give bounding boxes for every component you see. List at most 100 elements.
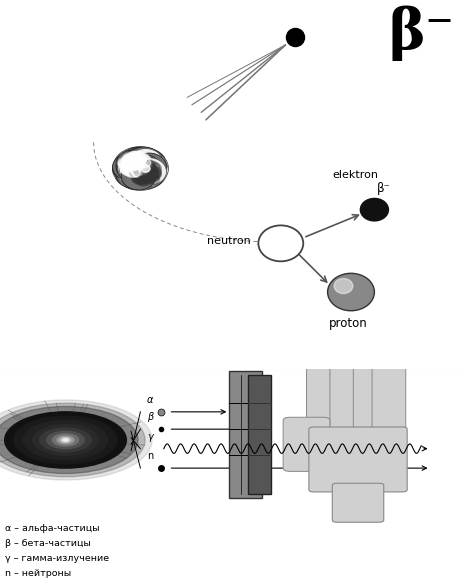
Circle shape: [139, 160, 153, 171]
Circle shape: [0, 407, 138, 473]
Circle shape: [142, 161, 152, 169]
Circle shape: [134, 163, 147, 174]
Circle shape: [116, 150, 151, 178]
Circle shape: [148, 163, 161, 174]
Circle shape: [138, 157, 151, 168]
Text: β: β: [146, 412, 153, 422]
Circle shape: [118, 150, 153, 178]
Circle shape: [148, 169, 161, 180]
Circle shape: [120, 162, 154, 190]
Circle shape: [142, 163, 152, 171]
Circle shape: [125, 149, 160, 176]
Circle shape: [124, 165, 137, 175]
Circle shape: [132, 154, 167, 183]
Circle shape: [129, 162, 142, 173]
Circle shape: [23, 421, 108, 459]
Circle shape: [138, 160, 151, 171]
Circle shape: [138, 154, 151, 165]
Circle shape: [126, 159, 161, 187]
Circle shape: [124, 153, 137, 163]
Circle shape: [52, 434, 79, 446]
Circle shape: [123, 161, 158, 188]
Circle shape: [122, 161, 135, 171]
Text: β – бета-частицы: β – бета-частицы: [5, 539, 90, 548]
Circle shape: [130, 152, 165, 179]
Circle shape: [130, 150, 165, 178]
Circle shape: [134, 157, 147, 168]
Circle shape: [142, 160, 152, 168]
Circle shape: [122, 165, 135, 175]
Circle shape: [120, 152, 154, 179]
Circle shape: [129, 156, 138, 163]
Circle shape: [123, 159, 158, 187]
Circle shape: [121, 152, 156, 179]
Circle shape: [127, 166, 136, 174]
Circle shape: [141, 174, 154, 184]
Circle shape: [136, 176, 149, 186]
Circle shape: [130, 149, 165, 176]
Circle shape: [130, 168, 139, 176]
Circle shape: [129, 152, 142, 162]
Circle shape: [123, 162, 158, 190]
Circle shape: [125, 154, 160, 183]
Circle shape: [61, 438, 70, 442]
Circle shape: [125, 156, 134, 163]
Circle shape: [130, 159, 139, 166]
Circle shape: [132, 158, 167, 185]
Circle shape: [121, 147, 156, 175]
Circle shape: [146, 161, 160, 172]
Circle shape: [139, 160, 148, 168]
Text: α: α: [146, 395, 153, 405]
Circle shape: [130, 158, 165, 185]
Circle shape: [124, 156, 137, 167]
Circle shape: [132, 174, 146, 184]
Text: n: n: [146, 452, 153, 462]
Circle shape: [141, 166, 154, 177]
Circle shape: [128, 149, 163, 176]
Circle shape: [125, 158, 160, 185]
Circle shape: [131, 154, 144, 165]
Circle shape: [125, 165, 134, 173]
Circle shape: [133, 154, 168, 183]
Circle shape: [132, 162, 145, 173]
Circle shape: [116, 149, 151, 176]
Circle shape: [121, 161, 156, 188]
Circle shape: [124, 157, 137, 168]
Circle shape: [128, 159, 163, 187]
Circle shape: [143, 169, 156, 180]
Text: elektron: elektron: [333, 170, 379, 180]
Bar: [248, 375, 271, 494]
Circle shape: [125, 167, 139, 177]
Circle shape: [125, 159, 139, 170]
Circle shape: [129, 165, 138, 173]
FancyBboxPatch shape: [353, 348, 388, 432]
Circle shape: [125, 156, 139, 167]
Circle shape: [125, 153, 160, 181]
Circle shape: [141, 161, 154, 172]
Circle shape: [130, 161, 139, 169]
Circle shape: [132, 159, 141, 166]
Circle shape: [127, 167, 140, 177]
Circle shape: [125, 162, 160, 190]
Text: γ: γ: [147, 432, 153, 442]
Circle shape: [130, 156, 165, 184]
Circle shape: [143, 164, 156, 175]
Circle shape: [139, 161, 148, 169]
Circle shape: [123, 157, 132, 164]
Circle shape: [122, 164, 135, 174]
Circle shape: [114, 159, 149, 187]
Circle shape: [141, 160, 154, 171]
Circle shape: [124, 154, 137, 165]
Circle shape: [0, 400, 152, 480]
Circle shape: [122, 154, 135, 165]
Circle shape: [139, 157, 148, 164]
Circle shape: [145, 168, 158, 178]
Circle shape: [132, 154, 145, 165]
Circle shape: [121, 158, 156, 185]
Circle shape: [132, 156, 167, 184]
Circle shape: [136, 165, 149, 175]
Circle shape: [138, 176, 151, 186]
Circle shape: [125, 159, 160, 187]
Circle shape: [136, 168, 149, 178]
Circle shape: [123, 150, 158, 178]
